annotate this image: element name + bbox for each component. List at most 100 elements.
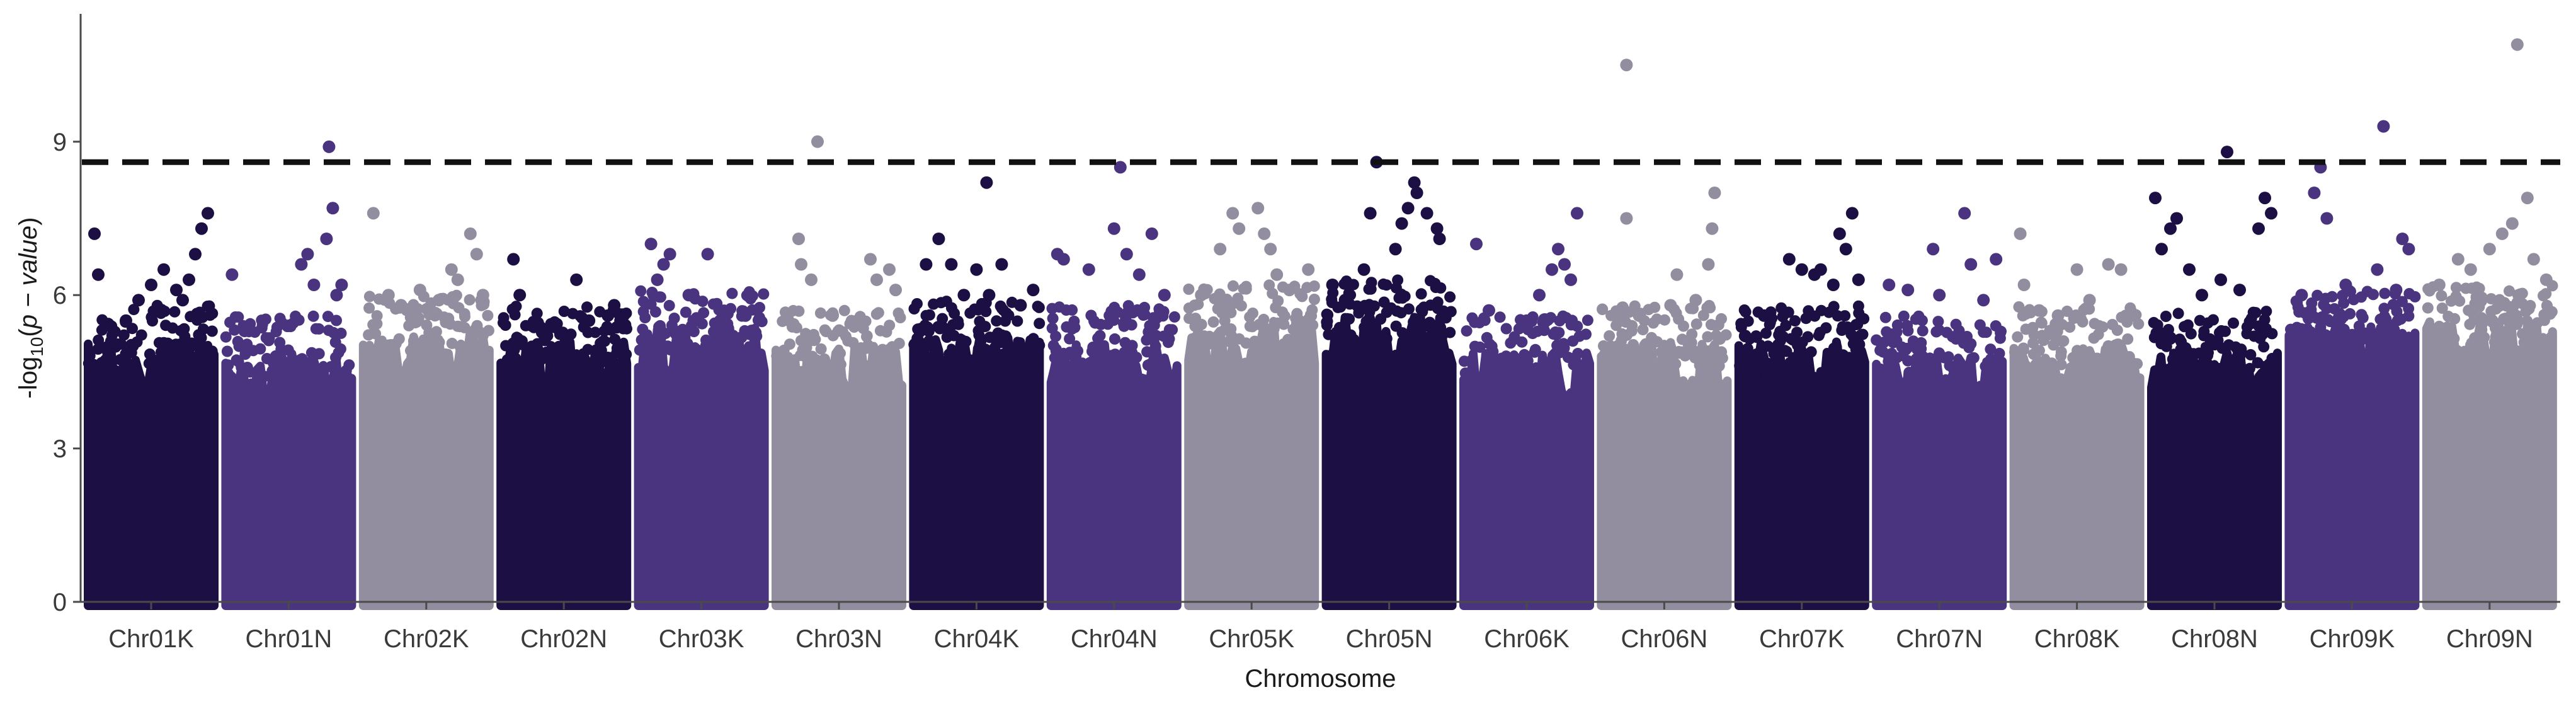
scatter-cloud-Chr05K xyxy=(1183,279,1320,352)
snp-point xyxy=(1046,303,1058,314)
snp-point xyxy=(784,338,795,350)
snp-point xyxy=(2338,323,2350,335)
snp-point xyxy=(1805,346,1817,358)
snp-point xyxy=(1345,329,1357,341)
snp-point xyxy=(516,338,528,350)
snp-point-top xyxy=(1258,227,1271,240)
bulk-points-Chr02K xyxy=(358,326,494,610)
x-tick-label: Chr09K xyxy=(2310,625,2395,653)
y-axis-title-prefix: -log xyxy=(14,357,42,399)
snp-point xyxy=(1415,304,1427,316)
snp-point xyxy=(2409,291,2421,303)
snp-point xyxy=(602,352,614,363)
snp-point xyxy=(165,359,177,371)
snp-point xyxy=(1212,291,1224,303)
snp-point-top xyxy=(2155,243,2168,256)
snp-point xyxy=(313,348,325,360)
snp-point-top xyxy=(983,289,996,302)
snp-point-top xyxy=(970,263,983,276)
snp-point xyxy=(1321,308,1333,320)
snp-point xyxy=(1986,357,1998,369)
snp-point xyxy=(1775,335,1786,347)
snp-point-top xyxy=(1782,253,1796,266)
snp-point xyxy=(2193,362,2205,374)
snp-point xyxy=(501,354,513,366)
snp-point xyxy=(2174,333,2186,345)
snp-point xyxy=(2468,314,2480,326)
snp-point-top xyxy=(307,279,321,291)
snp-point xyxy=(266,365,278,377)
snp-point-top xyxy=(2371,263,2384,276)
snp-point xyxy=(580,360,592,372)
snp-point xyxy=(1425,331,1437,343)
snp-point xyxy=(371,310,383,322)
snp-point-top xyxy=(326,202,339,215)
snp-point xyxy=(1381,333,1393,345)
snp-point-top xyxy=(570,273,583,286)
snp-point xyxy=(597,335,609,347)
snp-point xyxy=(1025,348,1037,360)
snp-point-top xyxy=(1326,279,1339,291)
snp-point xyxy=(773,348,785,360)
series-Chr02N xyxy=(496,253,632,610)
snp-point xyxy=(1968,352,1980,364)
snp-point xyxy=(191,308,203,320)
snp-point-top xyxy=(2483,243,2496,256)
snp-point xyxy=(874,325,886,337)
x-tick-label: Chr05K xyxy=(1209,625,1294,653)
snp-point xyxy=(1163,324,1175,336)
snp-point xyxy=(1598,340,1609,352)
snp-point-top xyxy=(92,268,105,281)
snp-point-top xyxy=(2539,273,2553,286)
snp-point xyxy=(2179,321,2191,333)
snp-point-top xyxy=(1958,207,1971,220)
snp-point-top xyxy=(1107,222,1120,235)
snp-point xyxy=(482,309,494,321)
y-axis-title-italic: p − value xyxy=(14,226,42,329)
snp-point xyxy=(2032,357,2044,369)
snp-point xyxy=(615,340,627,352)
snp-point xyxy=(2510,309,2522,321)
series-Chr09N xyxy=(2422,38,2558,610)
snp-point xyxy=(1917,325,1929,337)
snp-point xyxy=(1089,317,1101,329)
snp-point-top xyxy=(1533,289,1546,302)
snp-point-top xyxy=(1338,294,1352,307)
series-Chr03K xyxy=(634,238,770,610)
snp-point-top xyxy=(2017,279,2031,291)
snp-point xyxy=(1582,362,1594,374)
snp-point xyxy=(1461,325,1473,337)
snp-point xyxy=(1798,358,1810,370)
snp-point-top xyxy=(1395,217,1408,230)
snp-point xyxy=(1435,321,1447,333)
snp-point xyxy=(1109,333,1120,345)
snp-point xyxy=(976,297,988,309)
snp-point xyxy=(2338,311,2350,323)
snp-point-top xyxy=(1014,299,1027,312)
x-tick-label: Chr05N xyxy=(1346,625,1433,653)
snp-point xyxy=(1565,319,1577,331)
snp-point xyxy=(620,349,632,360)
snp-point xyxy=(367,319,379,331)
snp-point xyxy=(1515,356,1527,368)
snp-point xyxy=(2471,281,2483,293)
snp-point-top xyxy=(170,284,183,297)
snp-point xyxy=(1244,320,1256,332)
snp-point xyxy=(2355,291,2367,303)
snp-point xyxy=(2285,323,2296,335)
snp-point xyxy=(1323,328,1335,340)
snp-point xyxy=(862,360,874,372)
snp-point xyxy=(581,301,593,313)
snp-point xyxy=(2041,330,2053,342)
snp-point xyxy=(2228,317,2239,329)
snp-point xyxy=(819,353,830,365)
snp-point xyxy=(912,323,924,335)
snp-point xyxy=(1109,349,1121,360)
snp-point-top xyxy=(1195,289,1208,302)
snp-point xyxy=(1375,313,1387,325)
snp-point xyxy=(1629,300,1641,312)
snp-point-top xyxy=(2221,146,2233,159)
snp-point xyxy=(1774,326,1786,337)
snp-point xyxy=(908,303,920,314)
snp-point xyxy=(964,307,976,319)
